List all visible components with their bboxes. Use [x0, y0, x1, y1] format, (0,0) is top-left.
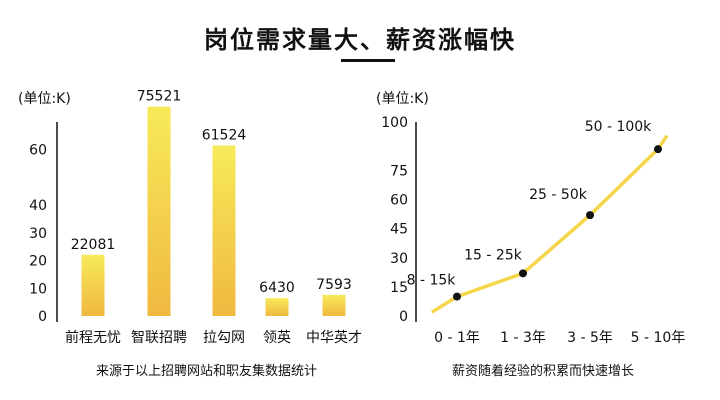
line-chart-y-tick-label: 100	[381, 115, 408, 131]
bar-chart-caption: 来源于以上招聘网站和职友集数据统计	[96, 364, 318, 379]
bar-chart-y-tick-label: 10	[29, 281, 47, 297]
line-category-label: 0 - 1年	[434, 330, 480, 346]
line-chart-series: 8 - 15k 15 - 25k 25 - 50k 50 - 100k	[407, 119, 669, 314]
bar-chart-bars: 22081 75521 61524 6430 7593	[71, 89, 352, 316]
bar	[81, 254, 105, 316]
bar-data-label: 7593	[316, 277, 352, 293]
bar	[212, 145, 236, 316]
bar-category-label: 中华英才	[306, 329, 362, 346]
series-point	[654, 145, 662, 154]
bar-chart-y-tick-label: 60	[29, 143, 47, 159]
bar	[147, 106, 171, 316]
series-line	[431, 134, 669, 314]
series-data-label: 50 - 100k	[585, 119, 652, 135]
bar-chart-y-tick-label: 0	[38, 309, 47, 325]
series-point	[586, 211, 594, 220]
bar	[322, 294, 346, 316]
bar-chart-y-tick-label: 30	[29, 226, 47, 242]
bar-category-label: 前程无忧	[65, 329, 121, 346]
bar-data-label: 75521	[137, 89, 182, 105]
line-chart-y-tick-label: 15	[390, 280, 408, 296]
line-category-label: 1 - 3年	[500, 330, 546, 346]
page-title: 岗位需求量大、薪资涨幅快	[204, 26, 516, 54]
bar	[265, 298, 289, 316]
bar-category-label: 领英	[263, 329, 291, 346]
bar-chart-categories: 前程无忧 智联招聘 拉勾网 领英 中华英才	[65, 329, 362, 346]
line-chart-caption: 薪资随着经验的积累而快速增长	[452, 364, 635, 379]
series-point	[453, 292, 461, 301]
line-chart-categories: 0 - 1年 1 - 3年 3 - 5年 5 - 10年	[434, 330, 685, 346]
series-data-label: 15 - 25k	[464, 247, 523, 263]
title-underline	[341, 59, 395, 62]
line-category-label: 5 - 10年	[631, 330, 686, 346]
series-data-label: 25 - 50k	[529, 187, 588, 203]
bar-chart-y-ticks: 0 10 20 30 40 60	[29, 143, 47, 325]
line-chart-y-tick-label: 45	[390, 222, 408, 238]
line-chart-unit-label: (单位:K)	[376, 91, 429, 107]
line-chart-y-tick-label: 30	[390, 251, 408, 267]
bar-chart-y-tick-label: 40	[29, 198, 47, 214]
line-category-label: 3 - 5年	[567, 330, 613, 346]
series-point	[519, 269, 527, 278]
bar-category-label: 智联招聘	[131, 330, 187, 346]
bar-chart-y-tick-label: 20	[29, 254, 47, 270]
bar-category-label: 拉勾网	[203, 330, 245, 346]
series-data-label: 8 - 15k	[407, 273, 457, 289]
bar-chart-unit-label: (单位:K)	[18, 91, 71, 107]
line-chart-y-tick-label: 75	[390, 164, 408, 180]
line-chart-y-tick-label: 60	[390, 193, 408, 209]
line-chart: (单位:K) 0 15 30 45 60 75 100 8 - 15k 15 - 25k 25 …	[376, 91, 685, 346]
bar-chart: (单位:K) 0 10 20 30 40 60 22081 75521 61524 6430 75…	[18, 89, 362, 346]
bar-data-label: 6430	[259, 280, 295, 296]
bar-data-label: 61524	[202, 127, 247, 143]
bar-data-label: 22081	[71, 237, 116, 253]
line-chart-y-tick-label: 0	[399, 309, 408, 325]
line-chart-y-ticks: 0 15 30 45 60 75 100	[381, 115, 408, 325]
